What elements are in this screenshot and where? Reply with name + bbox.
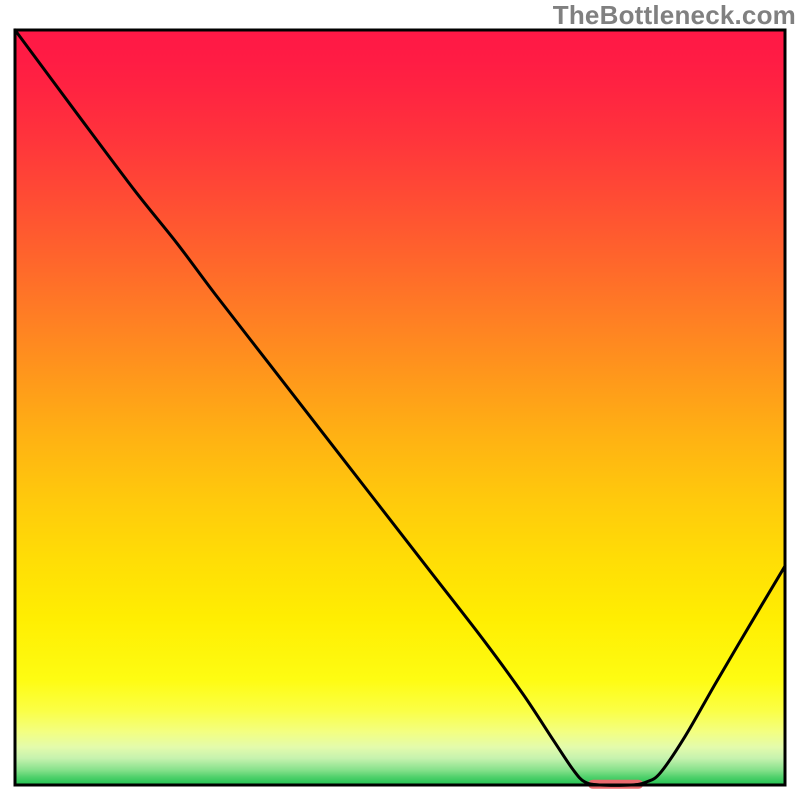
watermark-text: TheBottleneck.com <box>553 0 796 31</box>
bottleneck-chart <box>0 0 800 800</box>
gradient-background <box>15 30 785 785</box>
chart-canvas: TheBottleneck.com <box>0 0 800 800</box>
